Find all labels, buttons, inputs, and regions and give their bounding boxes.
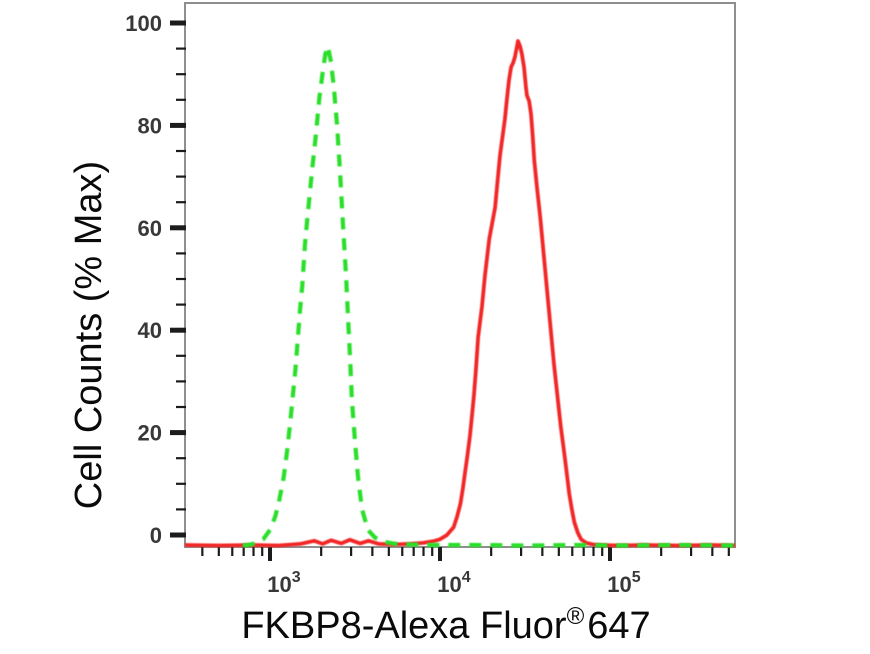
x-axis-label-main: FKBP8-Alexa Fluor: [241, 605, 567, 647]
x-tick-label: 103: [267, 569, 300, 597]
y-tick-label: 0: [150, 523, 162, 548]
y-axis-ticks: 0 20 40 60 80 100: [125, 11, 186, 548]
y-tick-label: 100: [125, 11, 162, 36]
stained-curve: [184, 39, 736, 548]
registered-trademark-icon: ®: [567, 603, 585, 630]
y-axis-label: Cell Counts (% Max): [68, 161, 110, 509]
x-tick-label: 104: [437, 569, 470, 597]
y-tick-label: 40: [138, 318, 162, 343]
histogram-curves: [184, 39, 736, 548]
x-axis-ticks: 103 104 105: [201, 547, 730, 597]
x-axis-label: FKBP8-Alexa Fluor®647: [241, 603, 650, 647]
x-tick-label: 105: [607, 569, 640, 597]
y-tick-label: 20: [138, 421, 162, 446]
y-tick-label: 80: [138, 113, 162, 138]
plot-frame: [184, 2, 736, 548]
control-curve: [242, 44, 736, 548]
y-tick-label: 60: [138, 216, 162, 241]
x-axis-label-suffix: 647: [587, 605, 650, 647]
